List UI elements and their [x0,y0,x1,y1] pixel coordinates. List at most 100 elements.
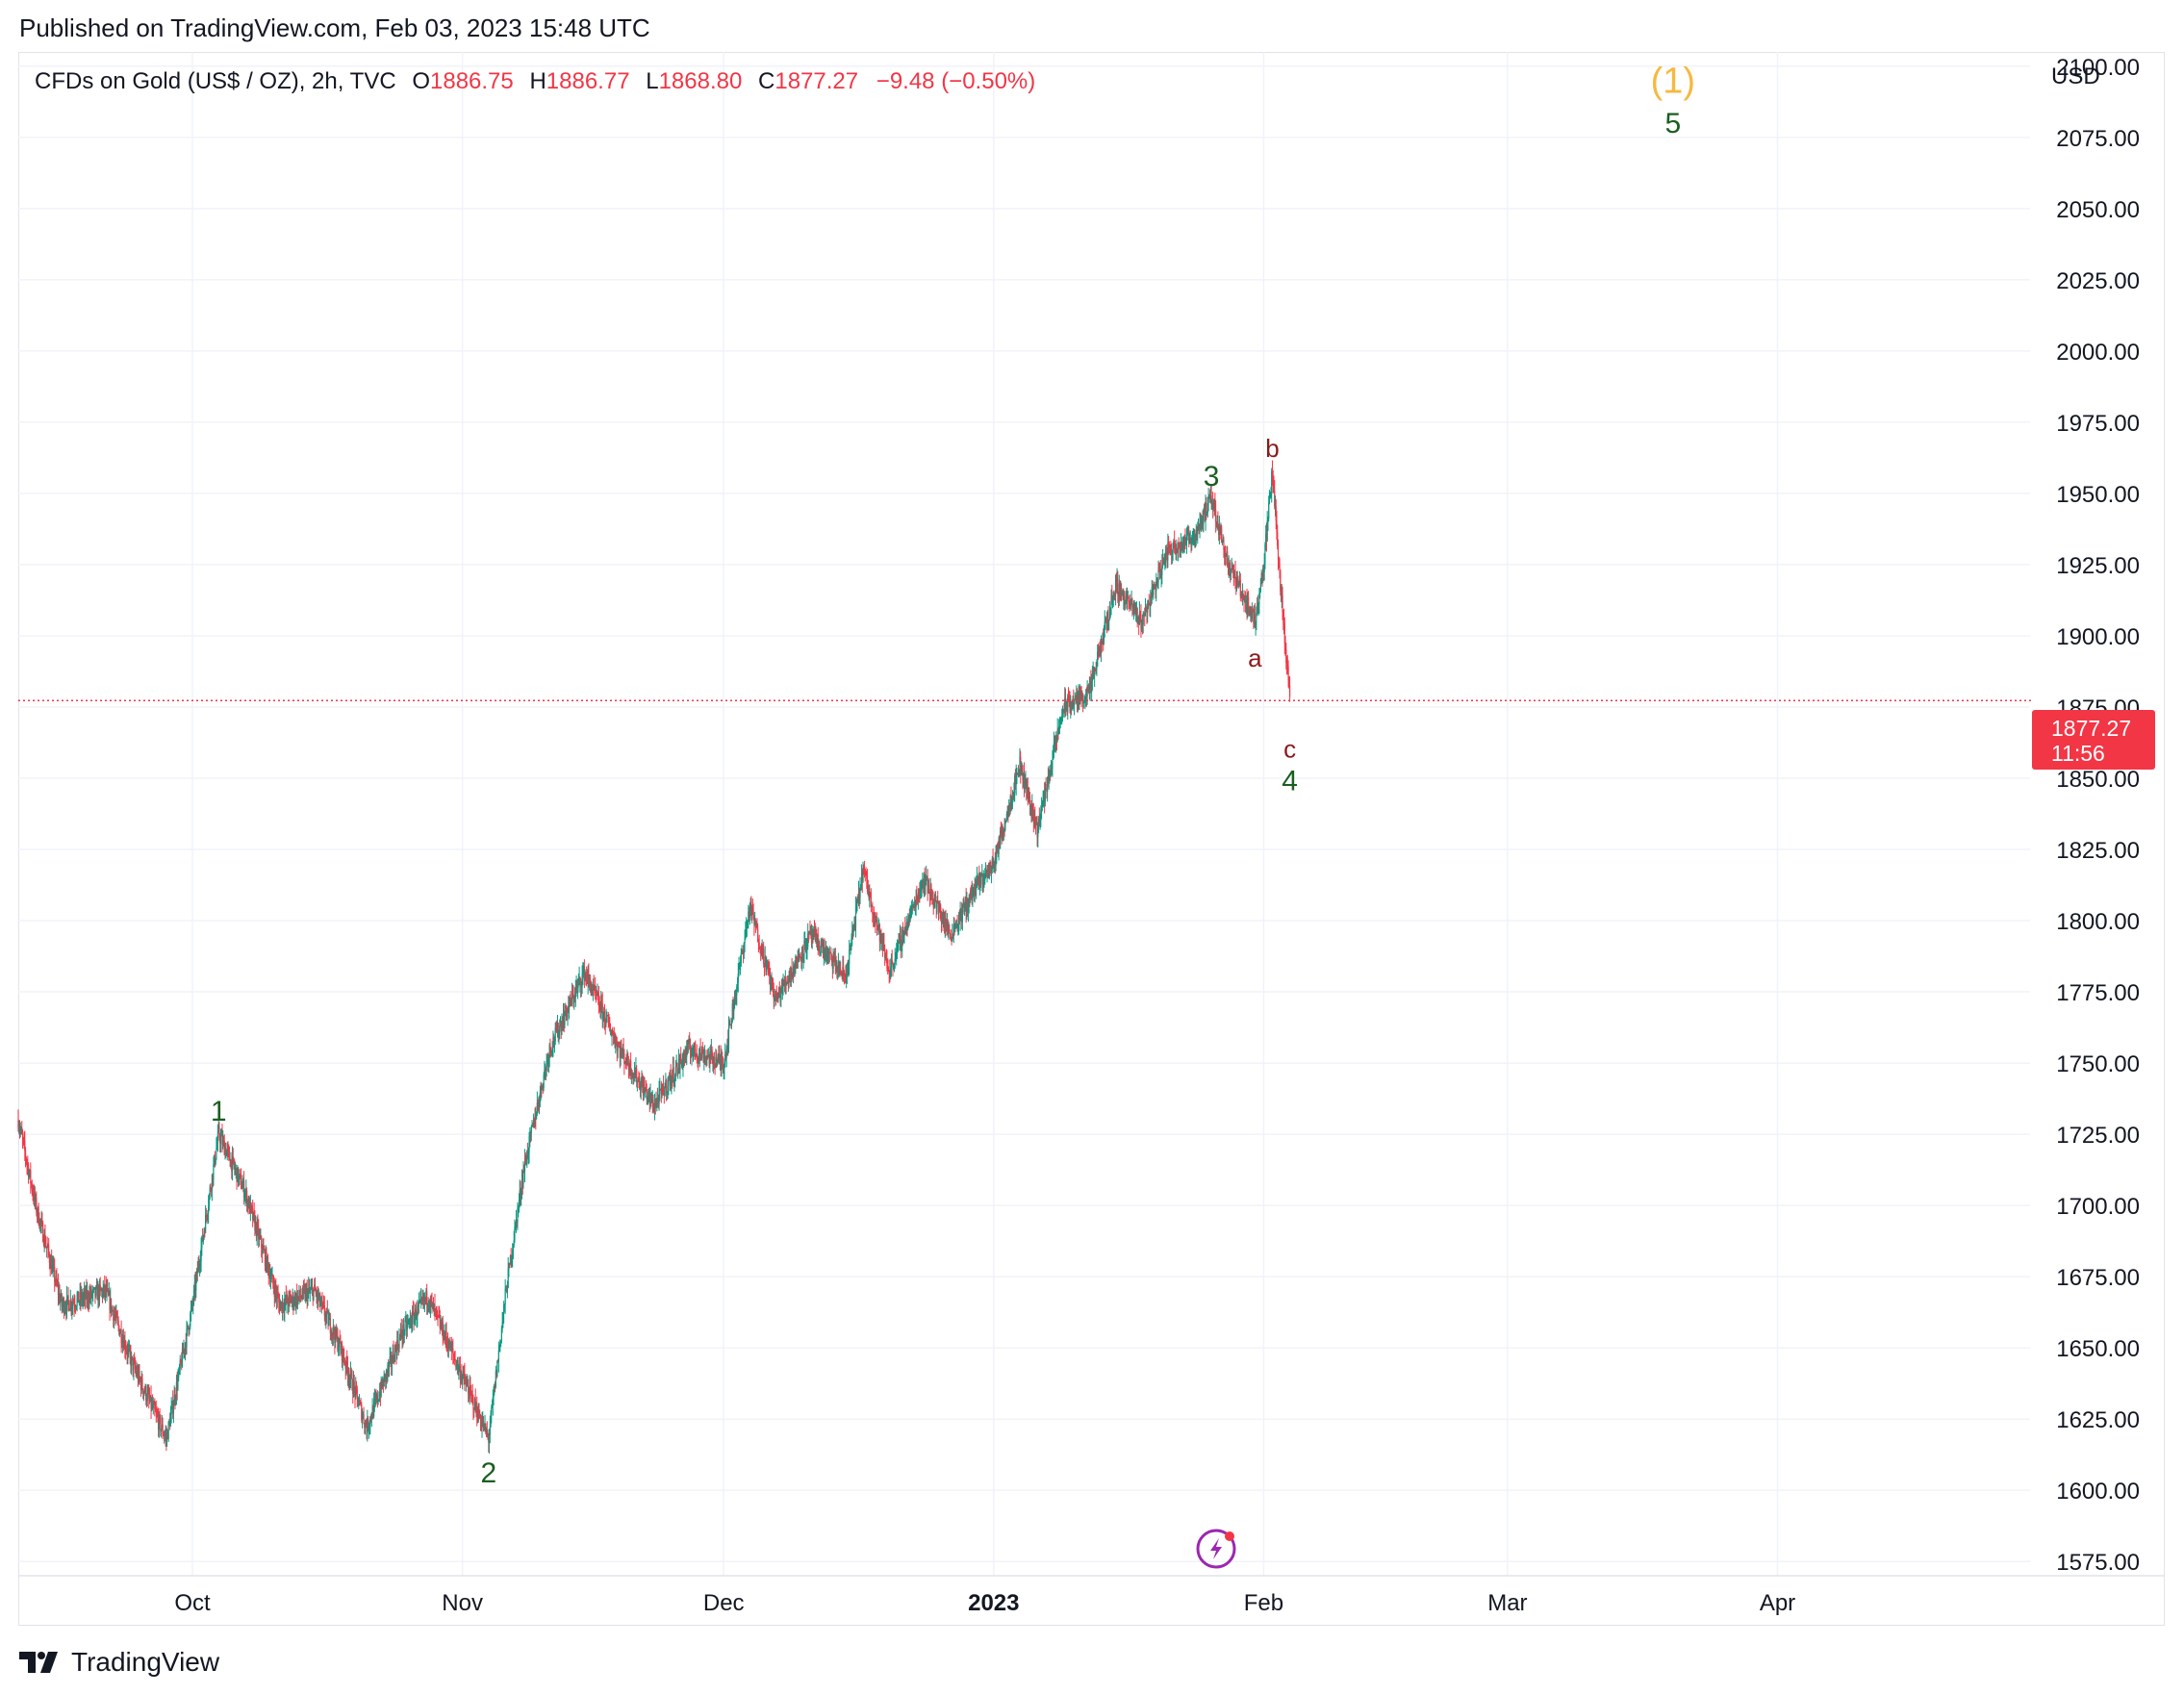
candle [302,1280,305,1300]
candle [576,979,578,994]
currency-label[interactable]: USD [2051,63,2100,89]
candle [605,1008,607,1028]
candle [166,1429,168,1440]
y-tick-label: 1950.00 [2056,482,2140,508]
candle [687,1039,689,1054]
candle [278,1293,281,1315]
candle [1277,539,1280,570]
candle [285,1285,287,1305]
brand-footer[interactable]: TradingView [19,1647,219,1678]
candle [172,1400,175,1424]
candle [86,1278,88,1308]
candle [676,1062,678,1077]
candle [445,1322,447,1352]
y-tick-label: 1850.00 [2056,767,2140,793]
candle [571,984,573,999]
candle [618,1041,621,1049]
candle [444,1330,446,1345]
candle [411,1315,413,1333]
candle [951,936,952,946]
candle [730,1018,733,1029]
candle [798,949,800,963]
candle [794,960,796,977]
candle [725,1045,727,1068]
candle [1151,580,1153,604]
candle [834,948,836,975]
candle [958,909,960,924]
candle [932,898,934,915]
candle [789,967,791,983]
candle [1161,553,1163,585]
candle [188,1327,190,1337]
candle [168,1418,170,1426]
candle [166,1428,168,1447]
candle [622,1037,624,1058]
candle [1011,796,1013,811]
candle [1030,799,1032,823]
candle [246,1187,248,1212]
candle [173,1385,175,1406]
candle [522,1161,524,1189]
candle [1123,591,1126,611]
candle [1015,764,1017,796]
candle [269,1268,272,1290]
candle [314,1277,317,1292]
candle [1206,496,1208,518]
candle [722,1051,724,1070]
candle [420,1287,422,1309]
candle [1192,527,1194,546]
candle [269,1264,271,1287]
candle [843,955,845,982]
candle [453,1351,455,1366]
candle [1265,524,1267,551]
candle [87,1281,89,1309]
candle [40,1210,42,1234]
candle [718,1046,720,1065]
candle [317,1288,319,1302]
candle [511,1254,513,1268]
candle [752,903,754,921]
candle [904,917,906,936]
candle [1082,699,1084,709]
candle [1271,468,1273,503]
candle [238,1168,240,1187]
candle [990,861,992,876]
candle [822,938,825,959]
candle [1171,549,1173,565]
candle [669,1072,671,1081]
candle [228,1146,231,1161]
candle [609,1017,611,1032]
candle [820,937,822,957]
candle [258,1228,261,1247]
candle [316,1286,317,1304]
candle [91,1291,93,1307]
candle [636,1065,638,1088]
lightning-icon[interactable] [1196,1529,1236,1569]
candle [470,1390,473,1404]
candle [125,1345,127,1355]
candle [255,1215,257,1234]
candle [1214,493,1216,516]
candle [869,891,872,898]
y-tick-label: 1825.00 [2056,838,2140,864]
symbol-name[interactable]: CFDs on Gold (US$ / OZ), 2h, TVC [35,68,396,94]
candle [919,882,921,903]
candle [311,1278,313,1290]
candle [627,1051,629,1067]
candle [459,1356,461,1388]
candle [193,1274,195,1301]
candle [94,1286,96,1304]
candle [1279,557,1281,579]
candle [1164,552,1166,570]
candle [111,1305,113,1316]
candle [1024,773,1026,794]
candle [521,1169,523,1200]
candle [1230,559,1232,583]
candle [1008,798,1010,818]
candle [104,1275,106,1301]
candle [577,973,579,986]
candle [224,1142,226,1160]
candle [638,1071,640,1088]
candle [218,1122,220,1142]
